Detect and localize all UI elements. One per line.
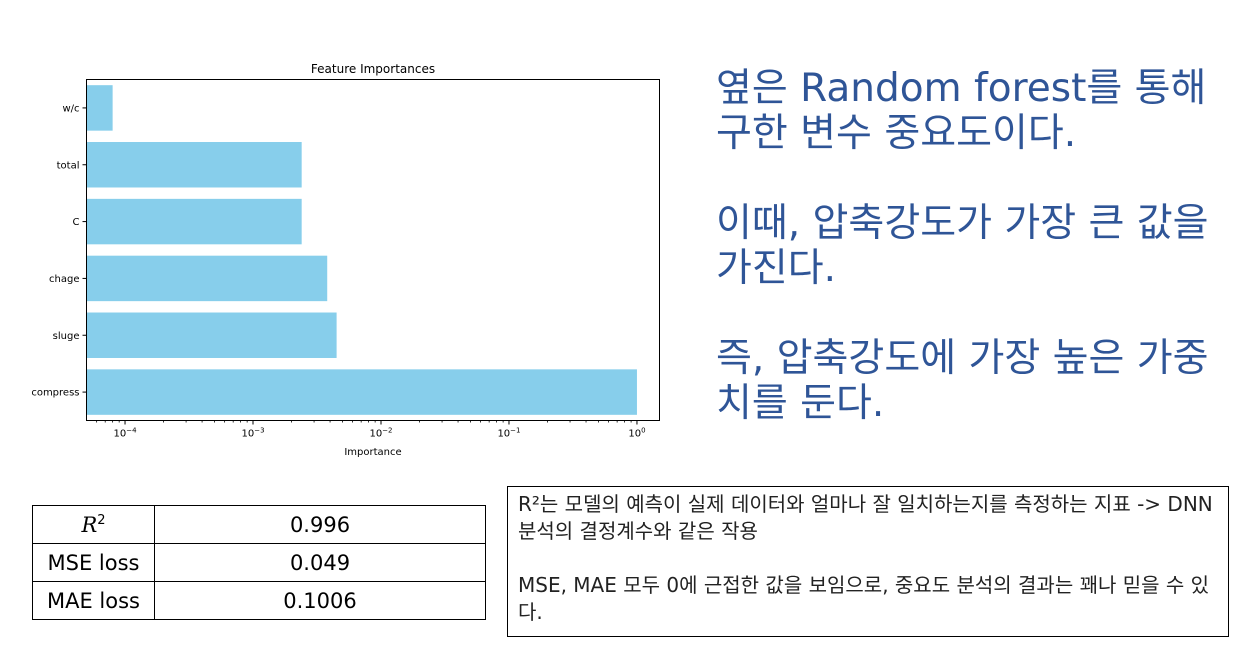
bar-total <box>86 142 302 188</box>
bar-w-c <box>86 85 113 131</box>
note-paragraph-1: R²는 모델의 예측이 실제 데이터와 얼마나 잘 일치하는지를 측정하는 지표… <box>518 492 1213 543</box>
bar-compress <box>86 369 637 415</box>
note-box: R²는 모델의 예측이 실제 데이터와 얼마나 잘 일치하는지를 측정하는 지표… <box>507 486 1229 637</box>
plot-frame <box>86 79 660 421</box>
bars-layer <box>86 85 637 415</box>
chart-title: Feature Importances <box>311 62 435 76</box>
y-tick-label: compress <box>31 388 79 399</box>
x-tick-label: 10−1 <box>497 427 520 440</box>
mse-label: MSE loss <box>32 543 155 582</box>
bar-C <box>86 198 302 245</box>
note-paragraph-2: MSE, MAE 모두 0에 근접한 값을 보임으로, 중요도 분석의 결과는 … <box>518 573 1210 624</box>
x-tick-label: 10−4 <box>113 427 137 440</box>
y-tick-label: w/c <box>62 103 79 114</box>
x-axis-label: Importance <box>344 447 401 458</box>
r2-label: R2 <box>32 505 155 544</box>
metric-row-mae: MAE loss 0.1006 <box>32 581 486 620</box>
y-tick-label: chage <box>49 274 79 285</box>
r2-label-exp: 2 <box>97 512 106 528</box>
r2-value: 0.996 <box>154 505 486 544</box>
description-paragraph-1: 옆은 Random forest를 통해 구한 변수 중요도이다. <box>716 66 1207 156</box>
bar-sluge <box>86 312 337 358</box>
x-tick-label: 10−3 <box>241 427 264 440</box>
x-axis-ticks: 10−4 10−3 10−2 10−1 100 <box>96 420 646 440</box>
metrics-table: R2 0.996 MSE loss 0.049 MAE loss 0.1006 <box>32 505 486 620</box>
mse-value: 0.049 <box>154 543 486 582</box>
mae-value: 0.1006 <box>154 581 486 620</box>
chart-svg: Feature Importances compress sluge chage Ct… <box>31 62 660 458</box>
y-tick-label: sluge <box>53 331 80 342</box>
bar-chage <box>86 255 328 302</box>
description-paragraph-3: 즉, 압축강도에 가장 높은 가중치를 둔다. <box>716 336 1209 426</box>
x-tick-label: 100 <box>628 427 645 440</box>
metric-row-mse: MSE loss 0.049 <box>32 543 486 582</box>
mae-label: MAE loss <box>32 581 155 620</box>
description-paragraph-2: 이때, 압축강도가 가장 큰 값을 가진다. <box>716 201 1209 291</box>
x-tick-label: 10−2 <box>369 427 392 440</box>
y-tick-label: C <box>73 217 80 228</box>
y-tick-label: total <box>57 160 80 171</box>
r2-label-base: R <box>81 512 98 537</box>
metric-row-r2: R2 0.996 <box>32 505 486 544</box>
slide-description: 옆은 Random forest를 통해 구한 변수 중요도이다. 이때, 압축… <box>716 66 1236 471</box>
